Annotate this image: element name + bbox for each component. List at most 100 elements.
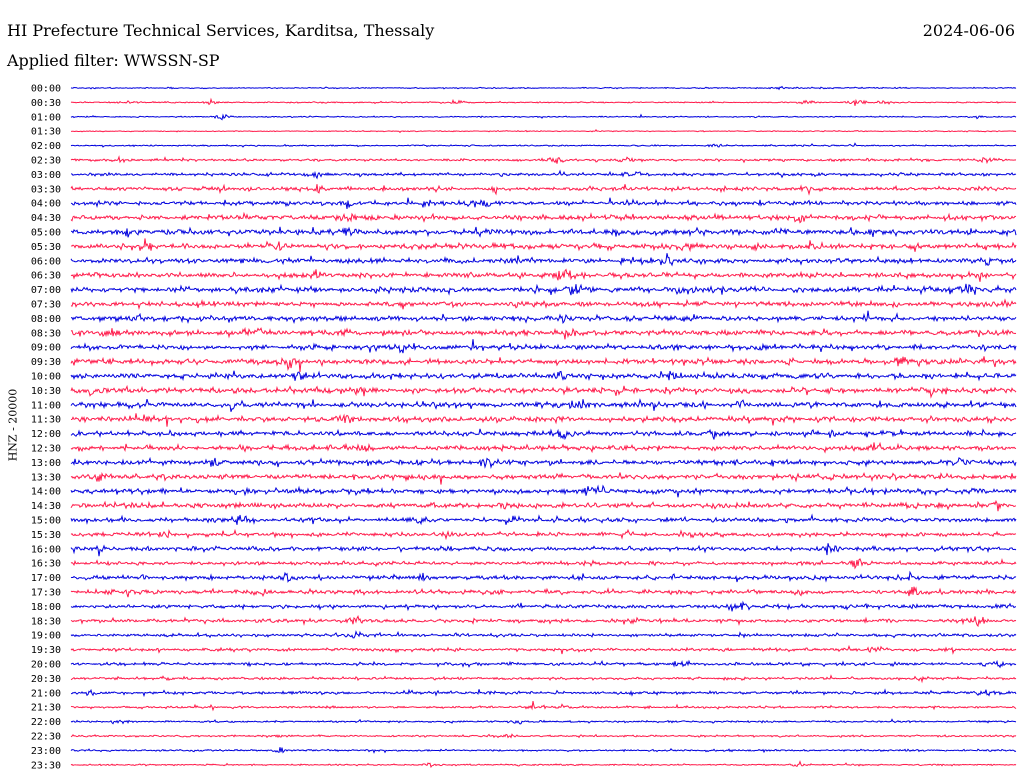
- row-time-label: 06:30: [31, 271, 61, 282]
- row-time-label: 09:30: [31, 357, 61, 368]
- seismic-trace: [70, 499, 1017, 512]
- seismic-trace: [70, 268, 1017, 282]
- row-time-label: 03:30: [31, 184, 61, 195]
- row-time-label: 16:00: [31, 544, 61, 555]
- seismic-trace: [70, 283, 1017, 296]
- seismic-trace: [70, 472, 1017, 485]
- row-time-label: 07:00: [31, 285, 61, 296]
- row-time-label: 12:00: [31, 429, 61, 440]
- row-time-label: 21:00: [31, 688, 61, 699]
- seismic-trace: [70, 370, 1017, 382]
- seismic-trace: [70, 253, 1017, 267]
- row-time-label: 23:30: [31, 760, 61, 771]
- row-time-label: 02:30: [31, 156, 61, 167]
- seismic-trace: [70, 558, 1017, 570]
- seismic-trace: [70, 528, 1017, 541]
- row-time-label: 12:30: [31, 444, 61, 455]
- row-time-label: 15:30: [31, 530, 61, 541]
- row-time-label: 03:00: [31, 170, 61, 181]
- filter-label: Applied filter: WWSSN-SP: [7, 51, 220, 70]
- seismic-trace: [70, 142, 1017, 148]
- seismic-trace: [70, 169, 1017, 180]
- row-time-label: 00:30: [31, 98, 61, 109]
- seismic-trace: [70, 543, 1017, 557]
- row-time-label: 14:00: [31, 487, 61, 498]
- seismic-trace: [70, 428, 1017, 441]
- seismic-trace: [70, 644, 1017, 655]
- row-time-label: 19:30: [31, 645, 61, 656]
- row-time-label: 20:00: [31, 660, 61, 671]
- seismic-trace: [70, 85, 1017, 91]
- row-time-label: 18:30: [31, 616, 61, 627]
- seismic-trace: [70, 600, 1017, 612]
- seismic-trace: [70, 113, 1017, 121]
- seismic-trace: [70, 183, 1017, 196]
- row-time-label: 19:00: [31, 631, 61, 642]
- station-title: HI Prefecture Technical Services, Kardit…: [7, 21, 435, 40]
- row-time-label: 09:00: [31, 343, 61, 354]
- record-date: 2024-06-06: [922, 21, 1015, 40]
- seismic-trace: [70, 570, 1017, 583]
- row-time-label: 04:00: [31, 199, 61, 210]
- row-time-label: 11:00: [31, 400, 61, 411]
- row-time-label: 02:00: [31, 141, 61, 152]
- row-time-label: 01:00: [31, 112, 61, 123]
- seismic-trace: [70, 674, 1017, 684]
- seismic-trace: [70, 339, 1017, 354]
- seismic-trace: [70, 326, 1017, 340]
- seismic-trace: [70, 155, 1017, 165]
- seismic-trace: [70, 310, 1017, 325]
- row-time-label: 08:00: [31, 314, 61, 325]
- row-time-label: 06:00: [31, 256, 61, 267]
- row-time-label: 16:30: [31, 559, 61, 570]
- row-time-label: 07:30: [31, 300, 61, 311]
- seismic-trace: [70, 97, 1017, 106]
- seismic-trace: [70, 211, 1017, 224]
- seismic-trace: [70, 733, 1017, 739]
- row-time-label: 13:30: [31, 472, 61, 483]
- row-time-label: 00:00: [31, 84, 61, 95]
- seismic-trace: [70, 197, 1017, 210]
- seismic-trace: [70, 718, 1017, 725]
- seismic-trace: [70, 586, 1017, 598]
- row-time-label: 04:30: [31, 213, 61, 224]
- seismic-trace: [71, 688, 1017, 698]
- row-time-label: 14:30: [31, 501, 61, 512]
- seismic-trace: [70, 456, 1017, 469]
- seismic-trace: [70, 630, 1017, 639]
- seismic-trace: [70, 615, 1017, 628]
- seismic-trace: [70, 413, 1017, 427]
- seismic-trace: [70, 513, 1017, 526]
- row-time-label: 13:00: [31, 458, 61, 469]
- seismic-trace: [70, 700, 1017, 712]
- row-time-label: 22:30: [31, 732, 61, 743]
- seismic-trace: [70, 128, 1017, 134]
- row-time-label: 05:30: [31, 242, 61, 253]
- row-time-label: 01:30: [31, 127, 61, 138]
- seismic-trace: [70, 398, 1017, 412]
- seismic-trace: [70, 226, 1017, 238]
- seismic-trace: [70, 659, 1017, 669]
- seismic-trace: [70, 484, 1017, 498]
- seismic-trace: [70, 298, 1017, 311]
- seismic-trace: [70, 384, 1017, 399]
- row-time-label: 20:30: [31, 674, 61, 685]
- row-time-label: 11:30: [31, 415, 61, 426]
- row-time-label: 22:00: [31, 717, 61, 728]
- row-time-label: 08:30: [31, 328, 61, 339]
- seismic-trace: [70, 238, 1017, 253]
- row-time-label: 17:30: [31, 588, 61, 599]
- row-time-label: 17:00: [31, 573, 61, 584]
- row-time-label: 15:00: [31, 516, 61, 527]
- seismic-trace: [70, 356, 1017, 373]
- seismic-trace: [70, 747, 1017, 754]
- row-time-label: 21:30: [31, 703, 61, 714]
- seismic-trace: [70, 441, 1017, 454]
- row-time-label: 23:00: [31, 746, 61, 757]
- row-time-label: 10:30: [31, 386, 61, 397]
- row-time-label: 05:00: [31, 228, 61, 239]
- row-time-label: 10:00: [31, 372, 61, 383]
- row-time-label: 18:00: [31, 602, 61, 613]
- seismic-trace: [70, 760, 1017, 768]
